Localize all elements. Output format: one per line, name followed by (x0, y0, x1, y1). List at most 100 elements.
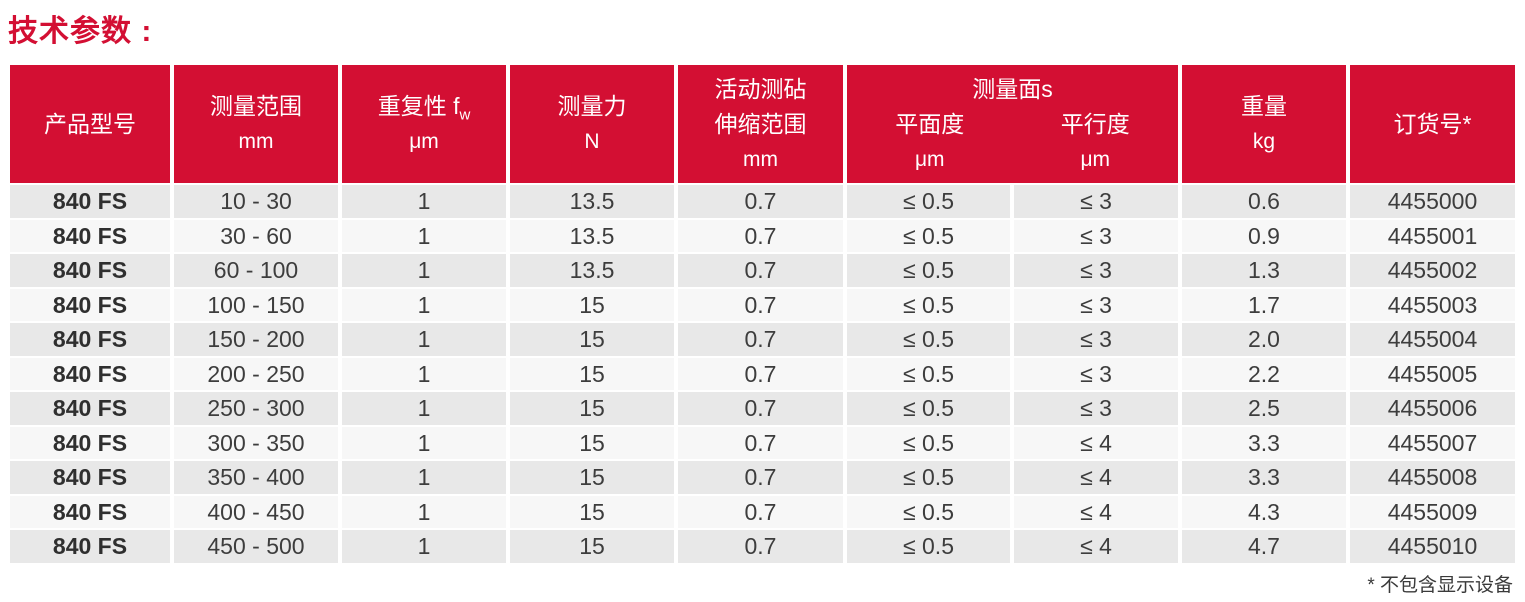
cell-weight: 2.0 (1182, 323, 1346, 356)
col-header-label: 活动测砧 (714, 75, 807, 102)
cell-repeatability: 1 (342, 323, 506, 356)
cell-parallelism: ≤ 3 (1014, 254, 1178, 287)
cell-product-model: 840 FS (10, 530, 170, 563)
cell-weight: 1.7 (1182, 288, 1346, 321)
col-header-unit: kg (1252, 130, 1276, 153)
cell-repeatability: 1 (342, 392, 506, 425)
table-row: 840 FS 400 - 450 1 15 0.7 ≤ 0.5 ≤ 4 4.3 4455009 (10, 495, 1515, 528)
table-row: 840 FS 450 - 500 1 15 0.7 ≤ 0.5 ≤ 4 4.7 4455010 (10, 530, 1515, 563)
cell-order-number: 4455010 (1350, 530, 1515, 563)
cell-product-model: 840 FS (10, 461, 170, 494)
col-header-label: 重复性 fw (377, 93, 471, 124)
cell-order-number: 4455002 (1350, 254, 1515, 287)
cell-flatness: ≤ 0.5 (847, 426, 1010, 459)
footnote: * 不包含显示设备 (1367, 575, 1513, 596)
cell-anvil-range: 0.7 (678, 357, 843, 390)
cell-anvil-range: 0.7 (678, 185, 843, 218)
cell-parallelism: ≤ 4 (1014, 426, 1178, 459)
cell-parallelism: ≤ 3 (1014, 219, 1178, 252)
col-header-label: 重量 (1241, 93, 1287, 119)
table-row: 840 FS 150 - 200 1 15 0.7 ≤ 0.5 ≤ 3 2.0 4455004 (10, 323, 1515, 356)
cell-weight: 2.5 (1182, 392, 1346, 425)
cell-product-model: 840 FS (10, 495, 170, 528)
cell-repeatability: 1 (342, 219, 506, 252)
page-title: 技术参数 : (8, 15, 153, 48)
cell-parallelism: ≤ 4 (1014, 530, 1178, 563)
cell-repeatability: 1 (342, 288, 506, 321)
cell-order-number: 4455000 (1350, 185, 1515, 218)
cell-repeatability: 1 (342, 495, 506, 528)
cell-anvil-range: 0.7 (678, 323, 843, 356)
cell-product-model: 840 FS (10, 357, 170, 390)
cell-flatness: ≤ 0.5 (847, 461, 1010, 494)
cell-repeatability: 1 (342, 530, 506, 563)
cell-product-model: 840 FS (10, 254, 170, 287)
cell-parallelism: ≤ 3 (1014, 392, 1178, 425)
cell-weight: 0.6 (1182, 185, 1346, 218)
cell-measuring-range: 30 - 60 (174, 219, 338, 252)
col-header-unit: mm (743, 147, 778, 171)
cell-anvil-range: 0.7 (678, 254, 843, 287)
col-header-unit: mm (238, 130, 274, 153)
cell-product-model: 840 FS (10, 288, 170, 321)
col-header-anvil-range: 活动测砧 伸缩范围 mm (678, 65, 843, 183)
cell-parallelism: ≤ 3 (1014, 288, 1178, 321)
col-header-measuring-range: 测量范围 mm (174, 65, 338, 183)
col-header-product-model: 产品型号 (10, 65, 170, 183)
cell-repeatability: 1 (342, 254, 506, 287)
col-header-measuring-force: 测量力 N (510, 65, 674, 183)
cell-product-model: 840 FS (10, 392, 170, 425)
cell-order-number: 4455009 (1350, 495, 1515, 528)
subscript: w (459, 106, 471, 124)
cell-parallelism: ≤ 3 (1014, 357, 1178, 390)
cell-measuring-force: 15 (510, 357, 674, 390)
cell-flatness: ≤ 0.5 (847, 495, 1010, 528)
cell-anvil-range: 0.7 (678, 392, 843, 425)
cell-anvil-range: 0.7 (678, 530, 843, 563)
col-header-label: 订货号* (1393, 110, 1472, 137)
cell-parallelism: ≤ 3 (1014, 185, 1178, 218)
col-header-label: 测量力 (557, 93, 627, 119)
cell-weight: 3.3 (1182, 426, 1346, 459)
table-row: 840 FS 300 - 350 1 15 0.7 ≤ 0.5 ≤ 4 3.3 4455007 (10, 426, 1515, 459)
col-header-unit: N (584, 130, 600, 153)
cell-anvil-range: 0.7 (678, 219, 843, 252)
cell-measuring-force: 15 (510, 426, 674, 459)
col-header-flatness: 平面度 (895, 110, 965, 137)
cell-measuring-force: 13.5 (510, 185, 674, 218)
col-header-weight: 重量 kg (1182, 65, 1346, 183)
col-header-flatness-unit: μm (914, 147, 945, 171)
cell-measuring-force: 15 (510, 530, 674, 563)
cell-order-number: 4455004 (1350, 323, 1515, 356)
cell-weight: 1.3 (1182, 254, 1346, 287)
cell-order-number: 4455003 (1350, 288, 1515, 321)
cell-weight: 4.7 (1182, 530, 1346, 563)
cell-flatness: ≤ 0.5 (847, 219, 1010, 252)
cell-weight: 3.3 (1182, 461, 1346, 494)
measuring-faces-subcolumns: 平面度 平行度 μm μm (847, 107, 1178, 177)
cell-parallelism: ≤ 4 (1014, 461, 1178, 494)
cell-flatness: ≤ 0.5 (847, 392, 1010, 425)
cell-flatness: ≤ 0.5 (847, 530, 1010, 563)
cell-repeatability: 1 (342, 185, 506, 218)
cell-repeatability: 1 (342, 426, 506, 459)
col-header-label: 伸缩范围 (714, 110, 807, 137)
col-header-measuring-faces: 测量面s 平面度 平行度 μm μm (847, 65, 1178, 183)
col-header-label: 测量范围 (210, 93, 302, 119)
table-row: 840 FS 30 - 60 1 13.5 0.7 ≤ 0.5 ≤ 3 0.9 4455001 (10, 219, 1515, 252)
table-row: 840 FS 350 - 400 1 15 0.7 ≤ 0.5 ≤ 4 3.3 4455008 (10, 461, 1515, 494)
cell-measuring-force: 13.5 (510, 254, 674, 287)
cell-measuring-force: 15 (510, 392, 674, 425)
cell-flatness: ≤ 0.5 (847, 323, 1010, 356)
cell-measuring-range: 60 - 100 (174, 254, 338, 287)
cell-repeatability: 1 (342, 357, 506, 390)
cell-anvil-range: 0.7 (678, 461, 843, 494)
cell-measuring-force: 13.5 (510, 219, 674, 252)
cell-weight: 0.9 (1182, 219, 1346, 252)
spec-table: 产品型号 测量范围 mm 重复性 fw μm 测量力 N 活动测砧 伸缩范围 m… (10, 65, 1515, 563)
cell-order-number: 4455007 (1350, 426, 1515, 459)
cell-measuring-force: 15 (510, 461, 674, 494)
cell-repeatability: 1 (342, 461, 506, 494)
cell-measuring-range: 450 - 500 (174, 530, 338, 563)
cell-flatness: ≤ 0.5 (847, 288, 1010, 321)
